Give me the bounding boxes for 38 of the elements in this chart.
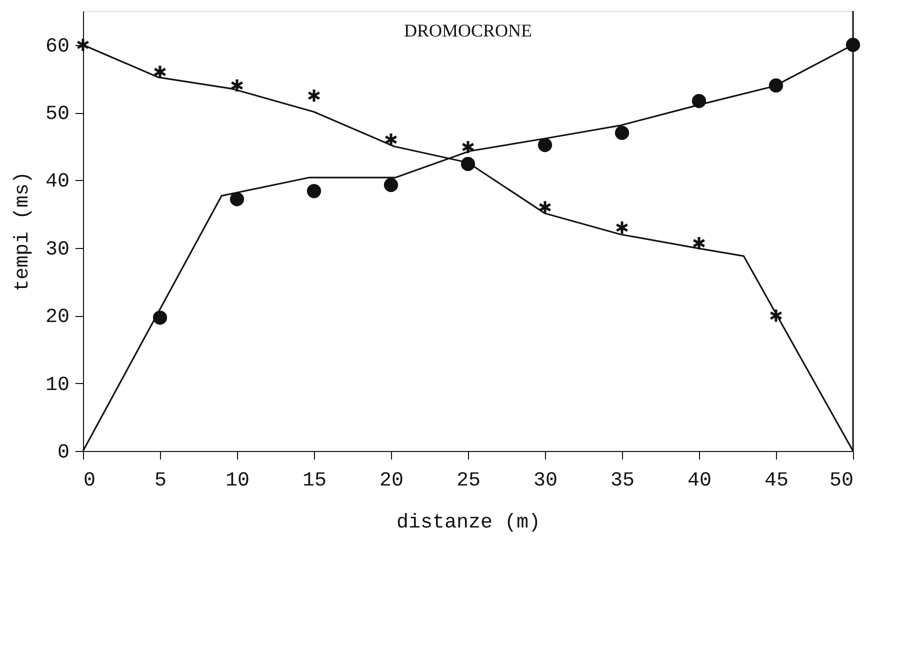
point <box>692 236 706 251</box>
x-tick-label: 10 <box>225 470 250 492</box>
y-tick-label: 0 <box>57 442 70 464</box>
y-tick-label: 50 <box>45 103 70 126</box>
x-tick-label: 20 <box>379 470 404 492</box>
y-tick-label: 60 <box>45 35 70 58</box>
x-tick-label: 5 <box>154 470 167 492</box>
x-tick-label: 40 <box>687 470 712 492</box>
point <box>230 78 244 93</box>
point <box>306 184 322 198</box>
x-tick-label: 45 <box>764 470 789 492</box>
point <box>461 140 475 154</box>
point <box>538 138 552 152</box>
point <box>614 126 630 140</box>
x-tick-label: 25 <box>456 470 481 492</box>
point <box>384 178 398 192</box>
point <box>307 88 321 103</box>
x-tick-label: 0 <box>84 470 96 492</box>
text: DROMOCRONE <box>404 20 532 40</box>
point <box>769 308 783 323</box>
x-tick-label: 35 <box>610 470 635 492</box>
point <box>384 132 398 147</box>
y-tick-label: 10 <box>45 374 70 397</box>
x-tick-label: 30 <box>533 470 558 492</box>
y-tick-label: 20 <box>45 306 70 330</box>
x-tick-label: 50 <box>829 470 854 492</box>
y-tick-label: 30 <box>45 238 70 262</box>
y-axis-title: tempi (ms) <box>11 171 34 292</box>
point <box>230 192 244 206</box>
x-axis-title: distanze (m) <box>396 512 541 534</box>
point <box>538 200 552 215</box>
point <box>152 310 168 325</box>
point <box>768 78 784 93</box>
point <box>460 156 476 172</box>
point <box>615 220 629 235</box>
x-tick-label: 15 <box>302 470 327 492</box>
point <box>692 94 706 108</box>
y-tick-label: 40 <box>45 170 70 194</box>
